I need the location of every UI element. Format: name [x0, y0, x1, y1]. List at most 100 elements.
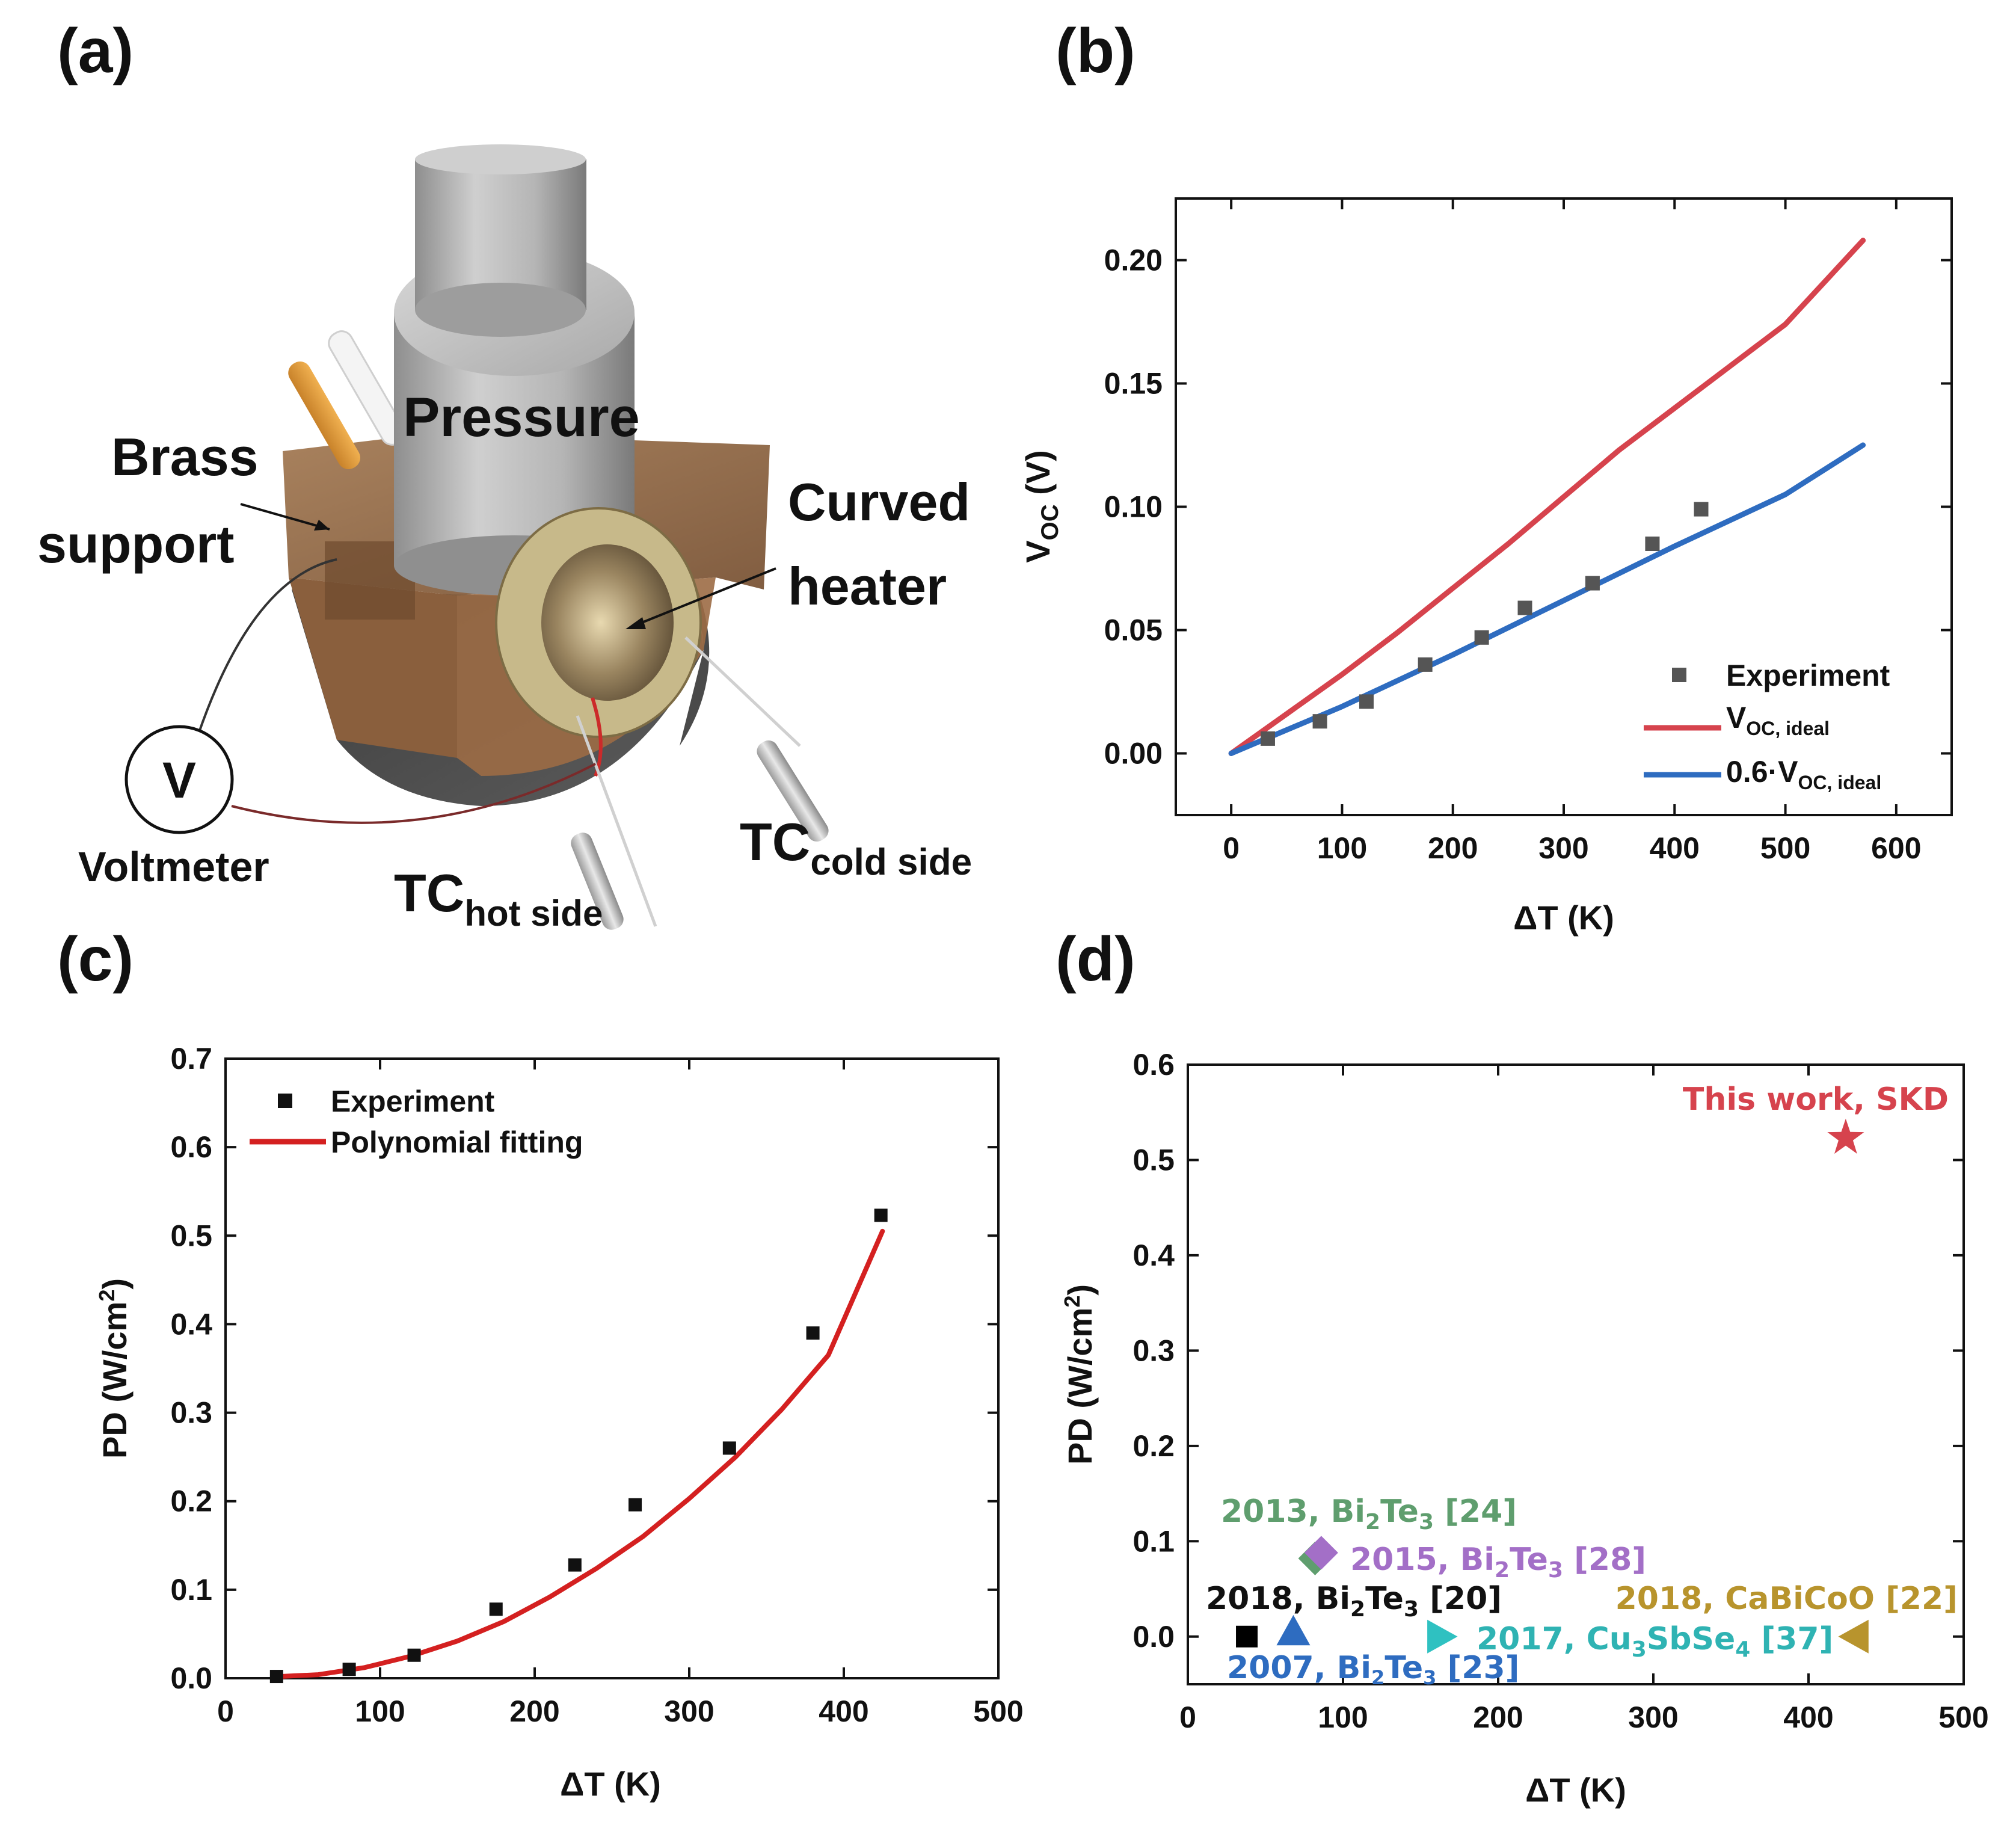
- plot-c-experiment-point: [628, 1498, 642, 1512]
- legend-b-ideal-label: VOC, ideal: [1726, 701, 1830, 739]
- plot-d-xtick-label: 300: [1628, 1700, 1678, 1734]
- annot-this-work: This work, SKD: [1683, 1082, 1949, 1118]
- heater-arrow: [634, 567, 776, 627]
- annot-2018-mid: Te: [1365, 1581, 1404, 1617]
- plot-d-ylabel: PD (W/cm2): [1060, 1284, 1099, 1465]
- plot-b-experiment-point: [1517, 600, 1532, 615]
- pressure-upper-base: [415, 283, 586, 337]
- tc-hot-label: TChot side: [394, 863, 603, 934]
- plot-c-fit-line: [277, 1228, 885, 1679]
- tc-cold-label: TCcold side: [740, 812, 972, 883]
- plot-d-marker-diamond: [1304, 1536, 1338, 1570]
- annot-2013-s1: 2: [1365, 1510, 1380, 1534]
- annot-2007: 2007, Bi2Te3 [23]: [1227, 1650, 1519, 1689]
- plot-b-experiment-point: [1260, 731, 1275, 746]
- annot-2007-s2: 3: [1423, 1666, 1436, 1689]
- plot-c-experiment-point: [342, 1663, 356, 1676]
- plot-d-ytick-label: 0.0: [1132, 1620, 1175, 1654]
- plot-c-ylabel-end: ): [96, 1278, 134, 1290]
- annot-2015-mid: Te: [1510, 1542, 1548, 1578]
- plot-d-xtick-label: 0: [1179, 1700, 1196, 1734]
- plot-c-experiment-point: [489, 1602, 503, 1616]
- plot-b-ytick-label: 0.00: [1104, 737, 1163, 771]
- panel-a-label: (a): [57, 16, 134, 86]
- voltmeter-circle: [124, 725, 234, 834]
- plot-c-experiment-point: [722, 1441, 736, 1455]
- tc-hot-wire: [576, 715, 657, 927]
- plot-c-xtick-label: 100: [355, 1694, 405, 1728]
- plot-b-xtick-label: 100: [1317, 831, 1367, 865]
- plot-c-ylabel-sup: 2: [94, 1290, 119, 1302]
- tc-cold-sub: cold side: [810, 842, 972, 883]
- plot-c-xtick-label: 200: [509, 1694, 559, 1728]
- plot-c-experiment-point: [568, 1558, 582, 1572]
- annot-2013: 2013, Bi2Te3 [24]: [1221, 1494, 1517, 1534]
- tc-hot-main: TC: [394, 863, 464, 923]
- panel-b-label: (b): [1056, 16, 1136, 86]
- plot-b-xtick-label: 600: [1871, 831, 1921, 865]
- annot-2007-pre: 2007, Bi: [1227, 1650, 1371, 1686]
- heater-label-line1: Curved: [788, 472, 970, 532]
- plot-d-xtick-label: 100: [1318, 1700, 1368, 1734]
- annot-2018-s1: 2: [1350, 1597, 1365, 1622]
- plot-c-xtick-label: 400: [819, 1694, 868, 1728]
- plot-c-xtick-label: 500: [973, 1694, 1023, 1728]
- tc-cold-main: TC: [740, 812, 810, 872]
- tc-cold-wire: [684, 636, 801, 747]
- brass-arrow: [240, 503, 330, 531]
- panel-c-label: (c): [57, 925, 134, 994]
- plot-d-ylabel-end: ): [1061, 1284, 1099, 1296]
- plot-d-xlabel: ΔT (K): [1525, 1771, 1626, 1809]
- plot-b-frame: [1175, 197, 1953, 816]
- plot-c-xtick-label: 0: [217, 1694, 234, 1728]
- pressure-label: Pressure: [403, 387, 640, 448]
- legend-b-scaled-sub: OC, ideal: [1798, 772, 1882, 793]
- plot-c-ytick-label: 0.0: [170, 1661, 212, 1695]
- annot-2007-s1: 2: [1371, 1666, 1384, 1689]
- plot-d-marker-triangle-up: [1276, 1614, 1311, 1646]
- plot-d-ytick-label: 0.6: [1132, 1048, 1175, 1082]
- plot-d-marker-triangle-right: [1427, 1619, 1458, 1654]
- plot-d-ytick-label: 0.1: [1132, 1524, 1175, 1558]
- annot-2017-mid: SbSe: [1647, 1621, 1735, 1657]
- plot-d-frame: [1187, 1063, 1965, 1685]
- plot-d-marker-square: [1236, 1625, 1258, 1648]
- plot-b-experiment-point: [1312, 714, 1327, 729]
- plot-c-experiment-point: [407, 1648, 421, 1662]
- plot-b-xtick-label: 400: [1650, 831, 1700, 865]
- legend-b-ideal-sub: OC, ideal: [1746, 718, 1830, 739]
- plot-b-xtick-label: 500: [1760, 831, 1810, 865]
- plot-b-xtick-label: 0: [1223, 831, 1240, 865]
- annot-2015-pre: 2015, Bi: [1350, 1542, 1495, 1578]
- plot-c-experiment-point: [269, 1670, 283, 1684]
- plot-d-ylabel-sup: 2: [1060, 1296, 1084, 1308]
- plot-d-ylabel-main: PD (W/cm: [1061, 1308, 1099, 1465]
- brass-label-line1: Brass: [111, 427, 259, 487]
- plot-b-ytick-label: 0.15: [1104, 367, 1163, 401]
- tc-hot-sub: hot side: [464, 893, 603, 934]
- brass-support-front: [289, 577, 457, 758]
- tc-hot-probe: [571, 832, 624, 930]
- heater-label-line2: heater: [788, 556, 947, 616]
- voltmeter-label: Voltmeter: [78, 843, 269, 890]
- annot-2013-mid: Te: [1380, 1494, 1419, 1530]
- annot-2018-post: [20]: [1419, 1581, 1502, 1617]
- plot-d-ytick-label: 0.3: [1132, 1334, 1175, 1367]
- annot-2017-post: [37]: [1750, 1621, 1833, 1657]
- plot-c-ytick-label: 0.5: [170, 1219, 212, 1252]
- legend-c-exp-label: Experiment: [331, 1085, 495, 1118]
- voltmeter-wire-black: [197, 558, 337, 734]
- plot-b-content: 0 100 200 300 400 500 600 0.00 0.05 0.10 0.15 0.20: [1104, 198, 1952, 865]
- brass-label-line2: support: [37, 514, 235, 574]
- annot-2017-s1: 3: [1632, 1637, 1647, 1662]
- voltmeter-wire-red: [231, 763, 596, 824]
- legend-b-exp-label: Experiment: [1726, 659, 1890, 692]
- plot-d-ytick-label: 0.2: [1132, 1429, 1175, 1463]
- annot-2018-pre: 2018, Bi: [1206, 1581, 1350, 1617]
- plot-b-xlabel: ΔT (K): [1513, 899, 1614, 937]
- plot-b-scaled-line: [1228, 442, 1866, 756]
- plot-b-ylabel-main: V: [1019, 540, 1057, 562]
- annot-2013-pre: 2013, Bi: [1221, 1494, 1365, 1530]
- plot-d-xtick-label: 500: [1938, 1700, 1988, 1734]
